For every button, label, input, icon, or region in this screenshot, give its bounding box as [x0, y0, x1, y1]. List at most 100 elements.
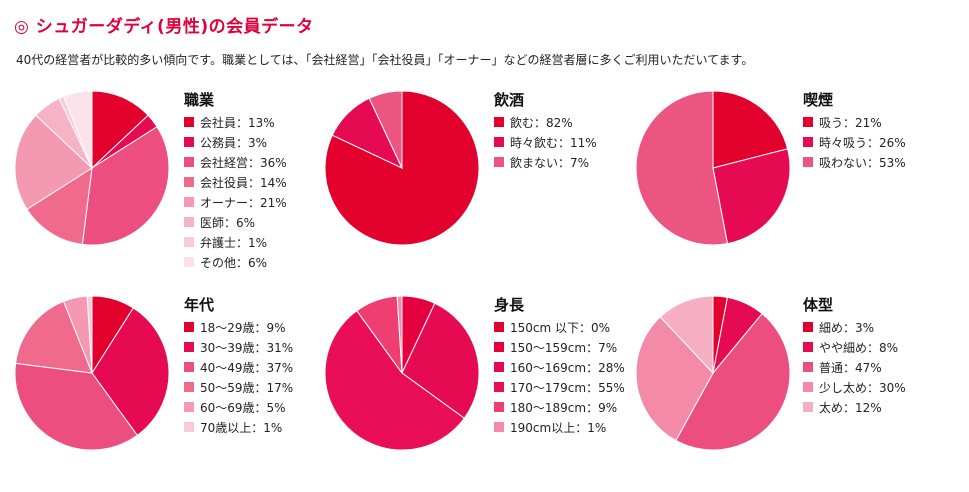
legend-item: 時々飲む：11% — [494, 132, 597, 152]
pie-slice — [324, 310, 465, 451]
legend-label: 太め：12% — [819, 400, 882, 415]
legend-label: 時々飲む：11% — [510, 135, 597, 150]
legend-item: 時々吸う：26% — [803, 132, 906, 152]
legend-smoking: 喫煙 吸う：21% 時々吸う：26% 吸わない：53% — [803, 90, 906, 172]
legend-label: 普通：47% — [819, 360, 882, 375]
legend-swatch — [184, 342, 194, 352]
legend-item: 公務員：3% — [184, 132, 287, 152]
legend-item: 少し太め：30% — [803, 377, 906, 397]
legend-item: 普通：47% — [803, 357, 906, 377]
legend-item: 150cm 以下：0% — [494, 317, 625, 337]
pie-slice — [675, 312, 791, 451]
pie-slice — [368, 90, 403, 169]
pie-slice — [15, 300, 93, 374]
legend-label: 170〜179cm：55% — [510, 380, 625, 395]
pie-height — [324, 295, 480, 451]
legend-item: 190cm以上：1% — [494, 417, 625, 437]
legend-swatch — [184, 217, 194, 227]
legend-swatch — [803, 117, 813, 127]
legend-swatch — [803, 322, 813, 332]
pie-slice — [396, 295, 403, 374]
legend-item: 170〜179cm：55% — [494, 377, 625, 397]
legend-swatch — [494, 157, 504, 167]
legend-age: 年代 18〜29歳：9% 30〜39歳：31% 40〜49歳：37% 50〜59歳：17… — [184, 295, 293, 437]
legend-label: 18〜29歳：9% — [200, 320, 286, 335]
legend-swatch — [184, 322, 194, 332]
legend-label: 吸わない：53% — [819, 155, 906, 170]
legend-label: 会社経営：36% — [200, 155, 287, 170]
legend-swatch — [184, 402, 194, 412]
legend-title: 身長 — [494, 296, 525, 314]
legend-item: 吸う：21% — [803, 112, 906, 132]
legend-item: 60〜69歳：5% — [184, 397, 293, 417]
legend-title: 飲酒 — [494, 91, 525, 109]
pie-slice — [26, 167, 93, 245]
legend-item: 18〜29歳：9% — [184, 317, 293, 337]
legend-label: その他：6% — [200, 255, 268, 270]
pie-drinking — [324, 90, 480, 246]
chart-body-type: 体型細め：3% やや細め：8% 普通：47% 少し太め：30% 太め：12% — [635, 295, 945, 490]
pie-occupation — [14, 90, 170, 246]
legend-label: 会社役員：14% — [200, 175, 287, 190]
legend-swatch — [184, 257, 194, 267]
pie-slice — [401, 302, 480, 419]
legend-swatch — [803, 342, 813, 352]
pie-smoking — [635, 90, 791, 246]
legend-swatch — [184, 382, 194, 392]
pie-slice — [91, 307, 170, 436]
legend-label: 医師：6% — [200, 215, 256, 230]
page-title: ◎ シュガーダディ(男性)の会員データ — [14, 17, 314, 37]
legend-label: やや細め：8% — [819, 340, 899, 355]
chart-drinking: 飲酒 飲む：82% 時々飲む：11% 飲まない：7% — [324, 90, 634, 285]
legend-swatch — [494, 342, 504, 352]
intro-text: 40代の経営者が比較的多い傾向です。職業としては、「会社経営」「会社役員」「オー… — [16, 53, 754, 67]
legend-label: 会社員：13% — [200, 115, 275, 130]
legend-swatch — [803, 382, 813, 392]
legend-item: やや細め：8% — [803, 337, 906, 357]
legend-item: 150〜159cm：7% — [494, 337, 625, 357]
legend-item: 飲む：82% — [494, 112, 597, 132]
legend-title: 体型 — [803, 296, 834, 314]
legend-label: 160〜169cm：28% — [510, 360, 625, 375]
legend-item: 会社員：13% — [184, 112, 287, 132]
legend-swatch — [184, 422, 194, 432]
legend-item: 医師：6% — [184, 212, 287, 232]
legend-swatch — [803, 362, 813, 372]
legend-swatch — [184, 237, 194, 247]
legend-item: 40〜49歳：37% — [184, 357, 293, 377]
pie-slice — [635, 90, 729, 246]
legend-item: その他：6% — [184, 252, 287, 272]
pie-slice — [659, 295, 714, 375]
legend-label: 40〜49歳：37% — [200, 360, 294, 375]
legend-body-type: 体型細め：3% やや細め：8% 普通：47% 少し太め：30% 太め：12% — [803, 295, 906, 417]
legend-item: 160〜169cm：28% — [494, 357, 625, 377]
legend-swatch — [494, 422, 504, 432]
legend-swatch — [494, 117, 504, 127]
legend-swatch — [494, 362, 504, 372]
legend-swatch — [184, 137, 194, 147]
pie-slice — [81, 126, 170, 246]
legend-label: 吸う：21% — [819, 115, 882, 130]
legend-label: 細め：3% — [819, 320, 875, 335]
legend-item: 180〜189cm：9% — [494, 397, 625, 417]
legend-swatch — [494, 382, 504, 392]
chart-occupation: 職業 会社員：13% 公務員：3% 会社経営：36% 会社役員：14% オーナー：21% 医… — [14, 90, 324, 285]
chart-smoking: 喫煙 吸う：21% 時々吸う：26% 吸わない：53% — [635, 90, 945, 285]
legend-item: 細め：3% — [803, 317, 906, 337]
legend-item: 30〜39歳：31% — [184, 337, 293, 357]
pie-slice — [14, 362, 138, 451]
pie-slice — [712, 148, 791, 245]
legend-swatch — [494, 322, 504, 332]
legend-label: オーナー：21% — [200, 195, 287, 210]
legend-height: 身長 150cm 以下：0% 150〜159cm：7% 160〜169cm：28% 17… — [494, 295, 625, 437]
legend-swatch — [184, 362, 194, 372]
chart-age: 年代 18〜29歳：9% 30〜39歳：31% 40〜49歳：37% 50〜59歳：17… — [14, 295, 324, 490]
legend-swatch — [803, 157, 813, 167]
legend-label: 弁護士：1% — [200, 235, 268, 250]
legend-swatch — [803, 402, 813, 412]
legend-label: 30〜39歳：31% — [200, 340, 294, 355]
legend-swatch — [494, 402, 504, 412]
legend-item: 会社経営：36% — [184, 152, 287, 172]
legend-item: 会社役員：14% — [184, 172, 287, 192]
legend-swatch — [184, 117, 194, 127]
